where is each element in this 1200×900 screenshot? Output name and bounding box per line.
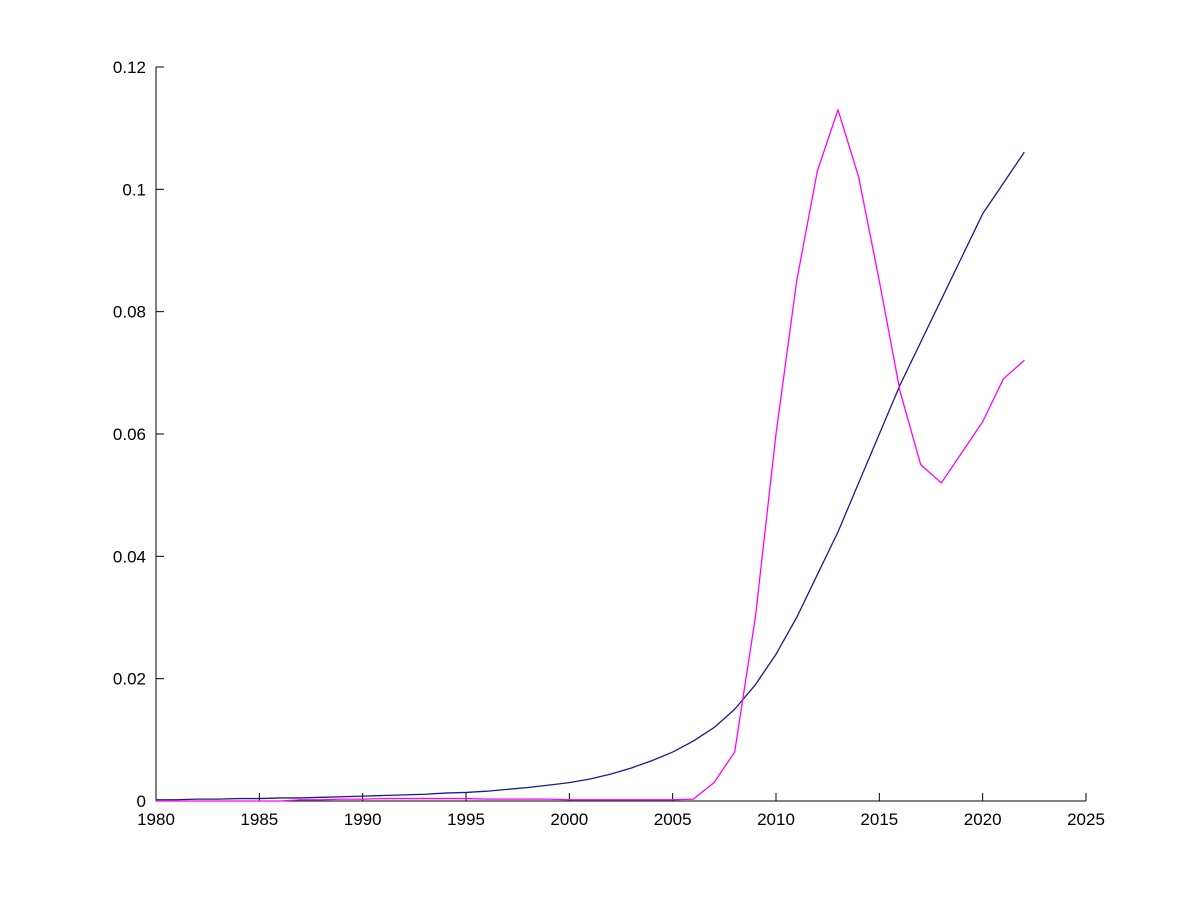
x-tick-label: 1990 — [344, 810, 382, 829]
y-tick-label: 0.12 — [113, 58, 146, 77]
x-tick-label: 2025 — [1067, 810, 1105, 829]
y-tick-label: 0.08 — [113, 303, 146, 322]
y-tick-label: 0.1 — [122, 180, 146, 199]
x-tick-label: 1985 — [240, 810, 278, 829]
y-tick-label: 0 — [137, 792, 146, 811]
x-tick-label: 2000 — [550, 810, 588, 829]
y-tick-label: 0.04 — [113, 547, 146, 566]
y-tick-label: 0.02 — [113, 670, 146, 689]
x-tick-label: 1980 — [137, 810, 175, 829]
x-tick-label: 2015 — [860, 810, 898, 829]
x-tick-label: 2020 — [964, 810, 1002, 829]
x-tick-label: 2010 — [757, 810, 795, 829]
series-line-smooth-growth-series — [155, 151, 1025, 801]
x-tick-label: 1995 — [447, 810, 485, 829]
x-tick-label: 2005 — [654, 810, 692, 829]
y-tick-label: 0.06 — [113, 425, 146, 444]
series-line-peaked-series — [155, 109, 1025, 802]
